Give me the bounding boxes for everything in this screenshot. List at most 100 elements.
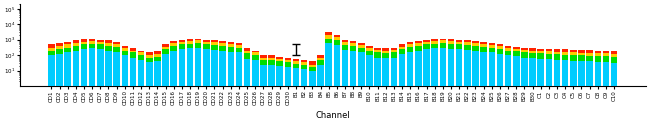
Bar bbox=[448, 48, 454, 124]
Bar bbox=[105, 51, 112, 124]
Bar bbox=[187, 41, 193, 124]
Bar bbox=[81, 42, 87, 124]
Bar bbox=[399, 54, 406, 124]
Bar bbox=[154, 51, 161, 124]
Bar bbox=[554, 49, 560, 124]
Bar bbox=[64, 52, 71, 124]
Bar bbox=[399, 44, 406, 124]
Bar bbox=[138, 60, 144, 124]
Bar bbox=[538, 48, 544, 124]
Bar bbox=[350, 41, 356, 124]
Bar bbox=[554, 52, 560, 124]
Bar bbox=[89, 48, 96, 124]
Bar bbox=[586, 53, 593, 124]
Bar bbox=[350, 43, 356, 124]
Bar bbox=[423, 42, 430, 124]
Bar bbox=[326, 39, 332, 124]
Bar bbox=[97, 40, 103, 124]
Bar bbox=[382, 51, 389, 124]
Bar bbox=[170, 43, 177, 124]
Bar bbox=[423, 44, 430, 124]
Bar bbox=[81, 44, 87, 124]
Bar bbox=[73, 46, 79, 124]
Bar bbox=[326, 43, 332, 124]
Bar bbox=[211, 50, 218, 124]
Bar bbox=[350, 51, 356, 124]
Bar bbox=[309, 71, 316, 124]
Bar bbox=[464, 42, 471, 124]
Bar bbox=[301, 62, 307, 124]
Bar bbox=[538, 51, 544, 124]
Bar bbox=[464, 50, 471, 124]
Bar bbox=[374, 52, 381, 124]
Bar bbox=[301, 60, 307, 124]
Bar bbox=[146, 52, 153, 124]
Bar bbox=[407, 47, 413, 124]
Bar bbox=[195, 48, 202, 124]
Bar bbox=[285, 58, 291, 124]
Bar bbox=[521, 52, 528, 124]
Bar bbox=[464, 45, 471, 124]
Bar bbox=[562, 55, 569, 124]
Bar bbox=[236, 45, 242, 124]
Bar bbox=[595, 53, 601, 124]
Bar bbox=[187, 44, 193, 124]
Bar bbox=[415, 46, 422, 124]
Bar bbox=[586, 61, 593, 124]
Bar bbox=[415, 43, 422, 124]
Bar bbox=[489, 43, 495, 124]
Bar bbox=[57, 43, 63, 124]
Bar bbox=[611, 51, 618, 124]
Bar bbox=[317, 64, 324, 124]
Bar bbox=[448, 44, 454, 124]
Bar bbox=[317, 58, 324, 124]
Bar bbox=[497, 49, 503, 124]
Bar bbox=[113, 42, 120, 124]
Bar bbox=[129, 51, 136, 124]
Bar bbox=[57, 49, 63, 124]
Bar bbox=[505, 55, 512, 124]
Bar bbox=[285, 62, 291, 124]
Bar bbox=[268, 64, 275, 124]
X-axis label: Channel: Channel bbox=[315, 111, 350, 120]
Bar bbox=[554, 54, 560, 124]
Bar bbox=[122, 51, 128, 124]
Bar bbox=[146, 55, 153, 124]
Bar bbox=[317, 55, 324, 124]
Bar bbox=[562, 60, 569, 124]
Bar bbox=[366, 48, 372, 124]
Bar bbox=[374, 48, 381, 124]
Bar bbox=[220, 46, 226, 124]
Bar bbox=[505, 48, 512, 124]
Bar bbox=[292, 64, 299, 124]
Bar bbox=[285, 67, 291, 124]
Bar bbox=[489, 45, 495, 124]
Bar bbox=[480, 42, 487, 124]
Bar bbox=[252, 55, 259, 124]
Bar bbox=[513, 56, 519, 124]
Bar bbox=[521, 58, 528, 124]
Bar bbox=[64, 42, 71, 124]
Bar bbox=[586, 50, 593, 124]
Bar bbox=[57, 46, 63, 124]
Bar bbox=[554, 60, 560, 124]
Bar bbox=[611, 57, 618, 124]
Bar bbox=[407, 52, 413, 124]
Bar bbox=[179, 44, 185, 124]
Bar bbox=[89, 41, 96, 124]
Bar bbox=[81, 39, 87, 124]
Bar bbox=[64, 48, 71, 124]
Bar bbox=[48, 51, 55, 124]
Bar bbox=[179, 49, 185, 124]
Bar bbox=[326, 35, 332, 124]
Bar bbox=[122, 48, 128, 124]
Bar bbox=[154, 57, 161, 124]
Bar bbox=[122, 55, 128, 124]
Bar bbox=[309, 64, 316, 124]
Bar bbox=[105, 40, 112, 124]
Bar bbox=[236, 48, 242, 124]
Bar bbox=[538, 53, 544, 124]
Bar bbox=[292, 59, 299, 124]
Bar bbox=[211, 40, 218, 124]
Bar bbox=[129, 48, 136, 124]
